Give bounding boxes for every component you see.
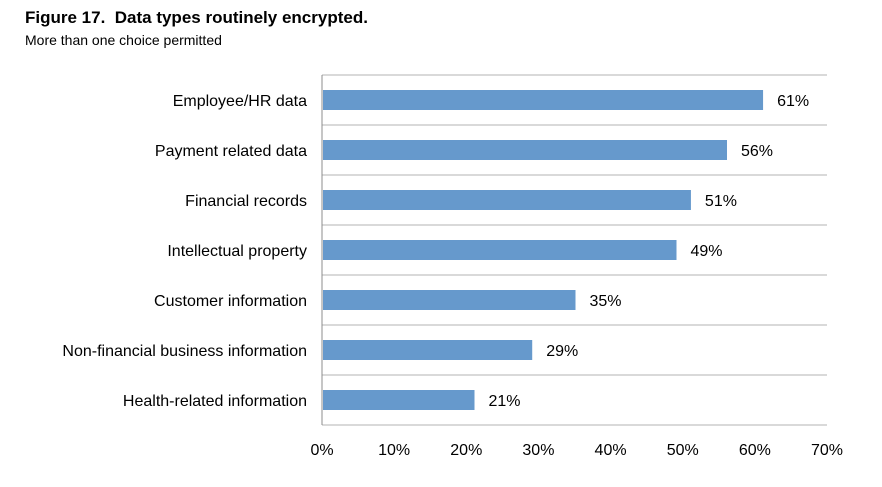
category-label: Customer information — [154, 293, 307, 310]
value-label: 56% — [741, 143, 773, 160]
category-label: Health-related information — [123, 393, 307, 410]
value-label: 49% — [691, 243, 723, 260]
chart-title: Figure 17. Data types routinely encrypte… — [25, 8, 368, 27]
x-tick-label: 40% — [595, 442, 627, 459]
bar — [323, 240, 677, 260]
category-label: Payment related data — [155, 143, 307, 160]
bar — [323, 340, 533, 360]
category-label: Intellectual property — [167, 243, 307, 260]
bar — [323, 190, 691, 210]
value-label: 29% — [546, 343, 578, 360]
value-label: 61% — [777, 93, 809, 110]
x-tick-label: 20% — [450, 442, 482, 459]
bar — [323, 390, 475, 410]
bar — [323, 140, 727, 160]
x-tick-label: 30% — [522, 442, 554, 459]
x-tick-label: 60% — [739, 442, 771, 459]
category-label: Financial records — [185, 193, 307, 210]
bar — [323, 90, 764, 110]
category-label: Employee/HR data — [173, 93, 307, 110]
category-label: Non-financial business information — [62, 343, 307, 360]
value-label: 35% — [590, 293, 622, 310]
value-label: 21% — [489, 393, 521, 410]
chart-subtitle: More than one choice permitted — [25, 32, 222, 48]
x-tick-label: 10% — [378, 442, 410, 459]
x-tick-label: 50% — [667, 442, 699, 459]
bar — [323, 290, 576, 310]
value-label: 51% — [705, 193, 737, 210]
x-tick-label: 70% — [811, 442, 843, 459]
x-tick-label: 0% — [310, 442, 333, 459]
